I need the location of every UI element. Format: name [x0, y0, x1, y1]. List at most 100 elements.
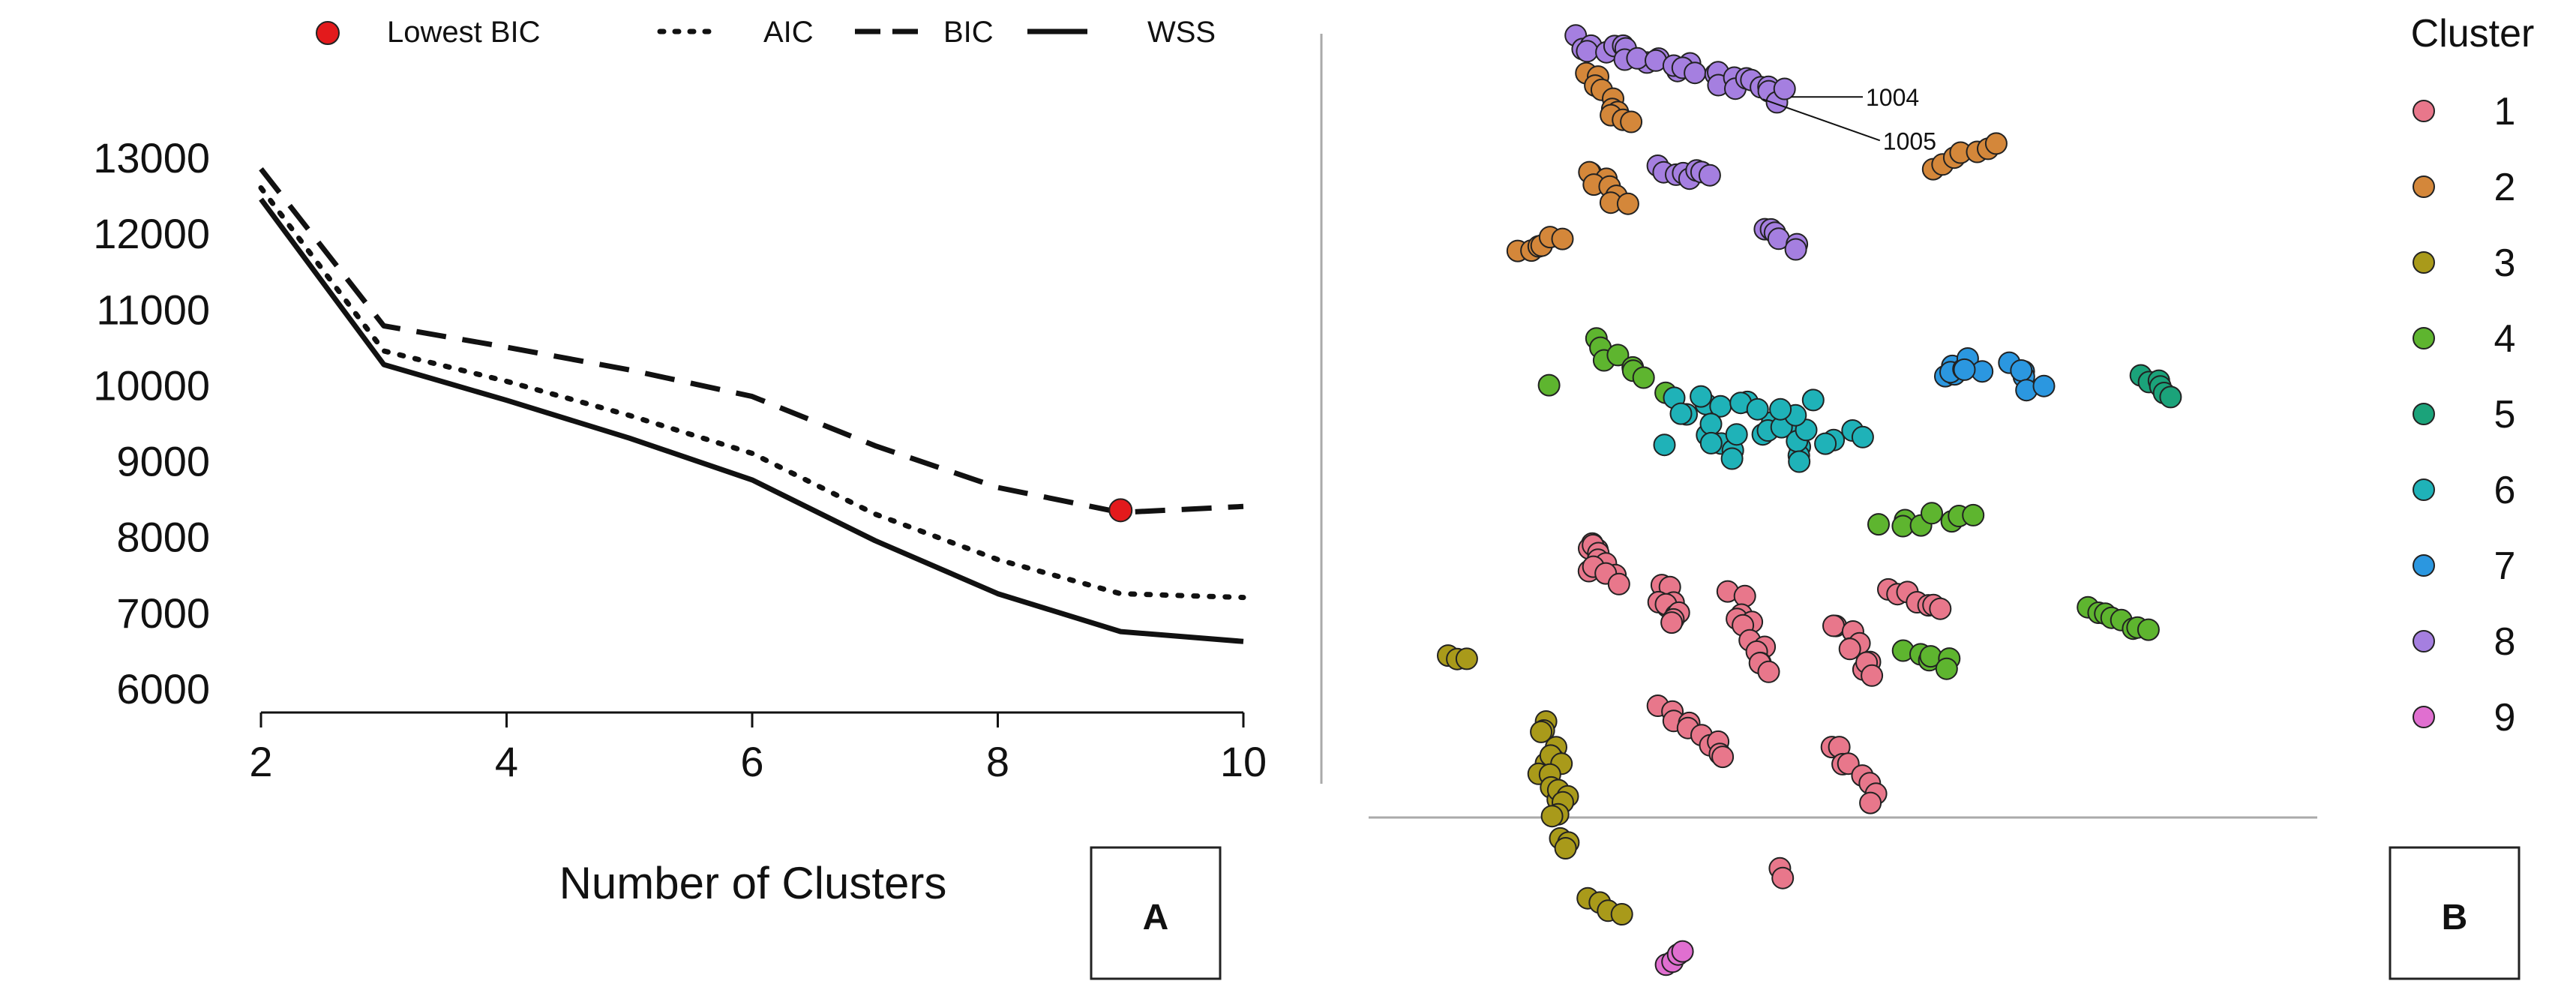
scatter-point-cluster-1 [1859, 791, 1882, 814]
scatter-point-cluster-4 [2137, 618, 2160, 641]
scatter-point-cluster-1 [1733, 584, 1756, 608]
series-lines [258, 167, 1246, 644]
panel-label-b: B [2442, 898, 2468, 938]
scatter-point-cluster-1 [1607, 572, 1630, 596]
scatter-point-cluster-1 [1861, 664, 1884, 687]
scatter-point-cluster-2 [1616, 192, 1639, 215]
legend-label-cluster-9: 9 [2494, 696, 2516, 740]
legend-swatch-cluster-3 [2413, 251, 2435, 274]
scatter-point-cluster-1 [1711, 746, 1735, 769]
scatter-point-cluster-4 [1537, 374, 1561, 397]
scatter-point-cluster-8 [1698, 164, 1721, 187]
scatter-point-cluster-4 [1606, 344, 1630, 367]
scatter-point-cluster-6 [1725, 423, 1748, 446]
scatter-point-cluster-5 [2159, 386, 2182, 409]
x-tick-label: 6 [740, 738, 763, 785]
scatter-point-cluster-6 [1720, 447, 1744, 470]
scatter-point-cluster-4 [1921, 502, 1943, 525]
annotation-leader-line [1762, 98, 1881, 142]
x-tick-label: 10 [1220, 738, 1267, 785]
scatter-point-cluster-4 [1867, 513, 1890, 536]
legend-swatch-cluster-9 [2413, 706, 2435, 728]
legend-swatch-cluster-8 [2413, 630, 2435, 652]
scatter-point-cluster-1 [1838, 638, 1861, 661]
legend-lowest-bic-label: Lowest BIC [387, 16, 541, 49]
scatter-points [1437, 24, 2182, 976]
scatter-point-cluster-3 [1610, 903, 1633, 926]
scatter-point-cluster-8 [1784, 238, 1807, 261]
legend-label-cluster-7: 7 [2494, 544, 2516, 588]
scatter-point-cluster-8 [1626, 46, 1649, 70]
scatter-point-cluster-2 [1984, 132, 2008, 155]
panel-a-line-chart: Lowest BIC AIC BIC WSS 2 4 6 8 10 6000 7000 800… [93, 16, 1267, 980]
panel-b-scatter: 1004 1005 Cluster 1 2 3 4 5 6 7 8 9 B [1437, 12, 2535, 980]
scatter-point-cluster-1 [1771, 866, 1795, 890]
y-tick-label: 11000 [96, 286, 210, 333]
scatter-point-cluster-3 [1455, 647, 1478, 670]
y-tick-label: 6000 [116, 665, 210, 712]
scatter-point-cluster-4 [1962, 503, 1985, 526]
lowest-bic-marker [1108, 498, 1133, 523]
point-annotations: 1004 1005 [1762, 84, 1936, 154]
point-annotation-label: 1005 [1883, 128, 1936, 154]
scatter-point-cluster-3 [1554, 837, 1577, 860]
scatter-point-cluster-7 [2010, 359, 2033, 382]
panel-label-box-a [1090, 846, 1222, 980]
scatter-point-cluster-6 [1669, 402, 1693, 425]
x-tick-label: 2 [249, 738, 272, 785]
scatter-point-cluster-8 [1576, 40, 1599, 63]
scatter-point-cluster-1 [1822, 614, 1845, 638]
scatter-point-cluster-6 [1699, 412, 1723, 436]
scatter-point-cluster-8 [1684, 62, 1707, 85]
scatter-point-cluster-6 [1690, 385, 1713, 408]
scatter-point-cluster-6 [1769, 398, 1792, 421]
legend-wss-label: WSS [1147, 16, 1216, 49]
scatter-point-cluster-6 [1814, 432, 1837, 455]
scatter-point-cluster-3 [1530, 720, 1553, 743]
scatter-point-cluster-1 [1757, 660, 1780, 683]
legend-lowest-bic-marker [316, 21, 340, 45]
y-tick-label: 8000 [116, 514, 210, 561]
legend-label-cluster-4: 4 [2494, 317, 2516, 361]
legend-label-cluster-3: 3 [2494, 242, 2516, 285]
legend-aic-label: AIC [763, 16, 814, 49]
scatter-point-cluster-3 [1540, 805, 1564, 828]
scatter-point-cluster-2 [1620, 110, 1643, 134]
legend-swatch-cluster-4 [2413, 327, 2435, 350]
legend-label-cluster-1: 1 [2494, 90, 2516, 134]
scatter-point-cluster-1 [1660, 611, 1684, 634]
scatter-point-cluster-6 [1653, 434, 1676, 457]
legend-title: Cluster [2411, 12, 2535, 56]
scatter-point-cluster-1 [1929, 597, 1952, 620]
scatter-point-cluster-2 [1551, 227, 1574, 250]
x-tick-label: 4 [495, 738, 518, 785]
point-annotation-label: 1004 [1866, 84, 1919, 111]
scatter-point-cluster-6 [1746, 398, 1769, 421]
legend-label-cluster-6: 6 [2494, 469, 2516, 512]
legend-swatch-cluster-2 [2413, 176, 2435, 198]
scatter-point-cluster-6 [1851, 425, 1874, 448]
legend-label-cluster-2: 2 [2494, 166, 2516, 209]
scatter-point-cluster-9 [1671, 940, 1694, 963]
scatter-point-cluster-4 [1935, 657, 1958, 680]
x-tick-label: 8 [986, 738, 1009, 785]
legend-swatch-cluster-1 [2413, 100, 2435, 122]
x-axis-label: Number of Clusters [559, 858, 947, 908]
legend-a: Lowest BIC AIC BIC WSS [316, 16, 1216, 49]
legend-bic-label: BIC [943, 16, 994, 49]
legend-label-cluster-5: 5 [2494, 393, 2516, 436]
y-tick-label: 12000 [93, 210, 210, 257]
series-line-aic [258, 185, 1246, 601]
scatter-point-cluster-6 [1788, 450, 1811, 473]
series-line-bic [259, 167, 1244, 515]
legend-label-cluster-8: 8 [2494, 620, 2516, 664]
scatter-point-cluster-7 [1953, 358, 1976, 381]
panel-label-a: A [1143, 898, 1169, 938]
scatter-point-cluster-8 [1773, 77, 1796, 100]
legend-swatch-cluster-6 [2413, 478, 2435, 501]
scatter-point-cluster-4 [1632, 366, 1655, 389]
y-tick-label: 13000 [93, 134, 210, 182]
legend-swatch-cluster-5 [2413, 403, 2435, 425]
scatter-point-cluster-6 [1699, 431, 1723, 454]
